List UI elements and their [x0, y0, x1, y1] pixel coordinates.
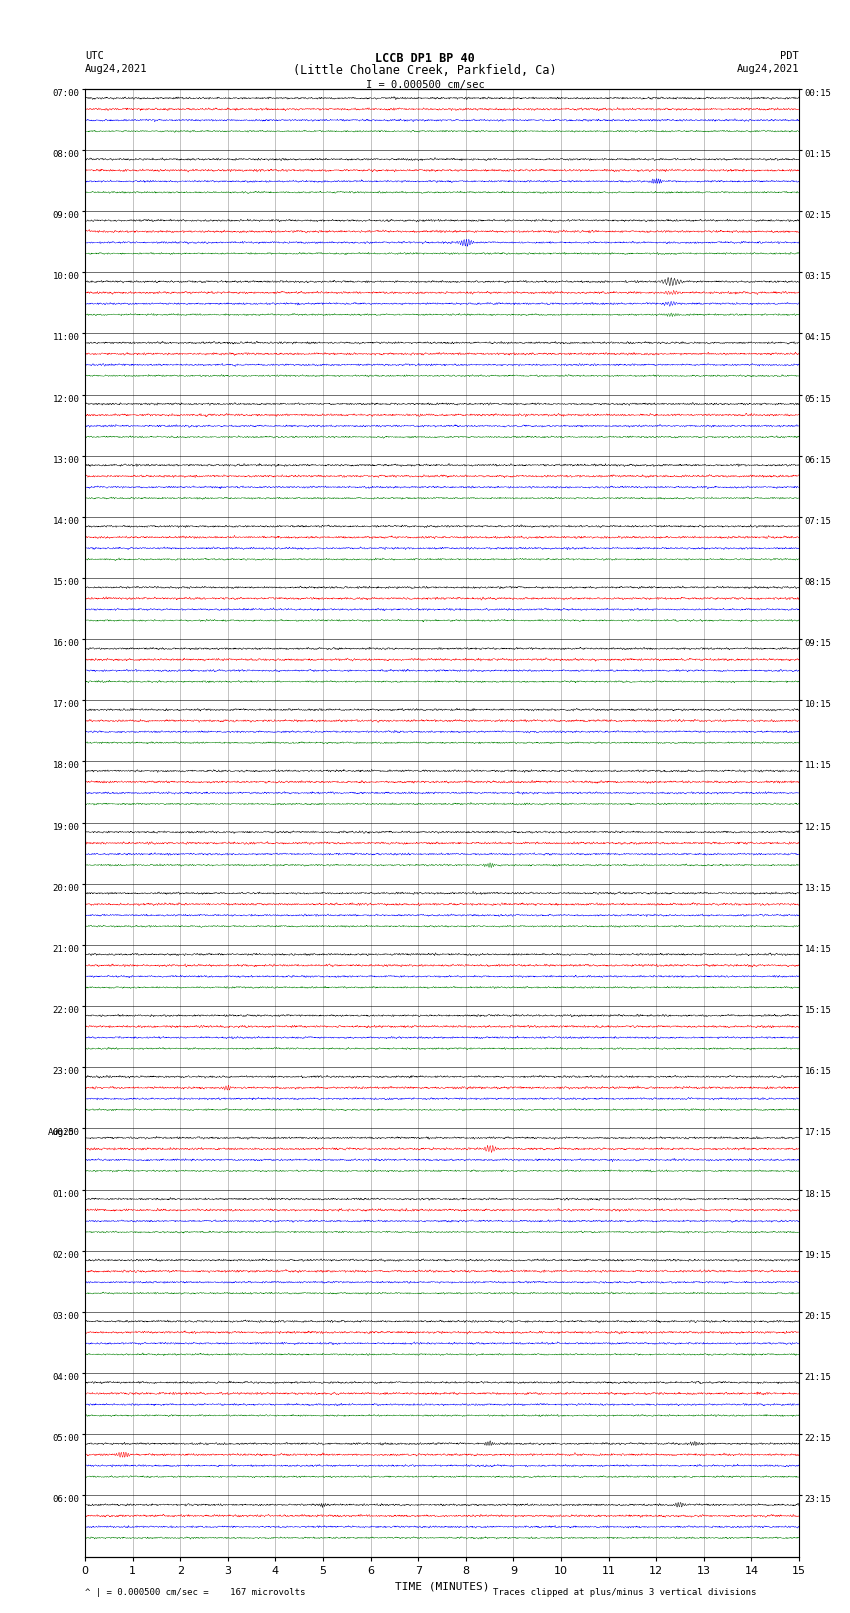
Text: PDT: PDT [780, 52, 799, 61]
Text: I = 0.000500 cm/sec: I = 0.000500 cm/sec [366, 81, 484, 90]
Text: ^ | = 0.000500 cm/sec =    167 microvolts: ^ | = 0.000500 cm/sec = 167 microvolts [85, 1587, 305, 1597]
Text: LCCB DP1 BP 40: LCCB DP1 BP 40 [375, 52, 475, 65]
Text: Traces clipped at plus/minus 3 vertical divisions: Traces clipped at plus/minus 3 vertical … [493, 1587, 756, 1597]
Text: Aug24,2021: Aug24,2021 [85, 65, 148, 74]
Text: (Little Cholane Creek, Parkfield, Ca): (Little Cholane Creek, Parkfield, Ca) [293, 65, 557, 77]
X-axis label: TIME (MINUTES): TIME (MINUTES) [394, 1581, 490, 1590]
Text: Aug25: Aug25 [48, 1129, 74, 1137]
Text: Aug24,2021: Aug24,2021 [736, 65, 799, 74]
Text: UTC: UTC [85, 52, 104, 61]
